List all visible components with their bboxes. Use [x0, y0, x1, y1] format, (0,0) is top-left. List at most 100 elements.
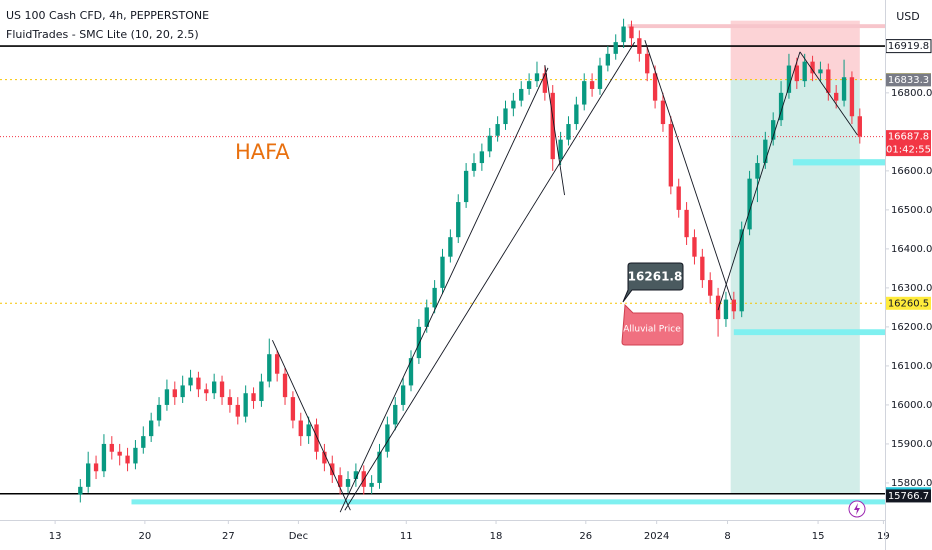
y-tick-label: 16300.0	[891, 283, 932, 294]
candle-body	[290, 397, 296, 421]
candle-body	[251, 393, 256, 402]
x-tick-label: 13	[49, 531, 62, 542]
price-label-box	[886, 130, 931, 157]
trendline	[339, 67, 549, 513]
candle-body	[125, 455, 130, 464]
candle-body	[589, 81, 595, 89]
x-tick-label: 27	[222, 531, 235, 542]
candle-body	[511, 100, 516, 109]
x-tick-label: 2024	[644, 531, 669, 542]
price-label-box	[886, 73, 931, 87]
callout-box	[622, 262, 684, 303]
price-label: 16919.8	[888, 41, 929, 52]
candle-body	[503, 108, 508, 125]
candle-body	[101, 443, 107, 472]
candle-body	[849, 77, 855, 117]
candle-body	[519, 88, 524, 101]
candle-body	[684, 209, 689, 238]
candle-body	[582, 81, 587, 105]
candle-body	[794, 65, 799, 82]
candle-body	[86, 463, 91, 487]
candle-body	[810, 61, 815, 74]
x-tick-label: 20	[139, 531, 152, 542]
x-tick-label: 18	[490, 531, 503, 542]
trendline	[544, 65, 565, 196]
candle-body	[723, 299, 729, 320]
candle-body	[330, 463, 335, 476]
candle-body	[274, 354, 280, 374]
candle-body	[306, 424, 311, 437]
candle-body	[448, 237, 453, 257]
candle-body	[652, 73, 658, 101]
candle-body	[141, 436, 146, 448]
candle-body	[574, 104, 579, 125]
price-label-box	[886, 489, 931, 503]
candle-body	[526, 81, 532, 89]
candle-body	[211, 381, 217, 394]
candle-body	[834, 92, 839, 101]
x-tick-label: Dec	[289, 531, 308, 542]
zone	[627, 24, 885, 29]
candle-body	[857, 116, 862, 137]
candle-body	[204, 389, 209, 394]
trendline	[272, 339, 351, 511]
candle-body	[708, 280, 713, 296]
candle-body	[227, 397, 233, 405]
zone	[733, 329, 885, 336]
candle-body	[298, 420, 303, 437]
candle-body	[377, 451, 382, 483]
candle-body	[109, 443, 114, 452]
candle-body	[259, 381, 264, 402]
price-label: 16687.8	[888, 132, 929, 143]
candle-body	[802, 61, 807, 82]
candle-body	[172, 389, 177, 398]
y-tick-label: 15800.0	[891, 478, 932, 489]
x-tick-label: 15	[812, 531, 825, 542]
candle-body	[739, 229, 744, 312]
price-label: 15766.7	[888, 491, 929, 502]
candle-body	[826, 69, 831, 93]
candle-body	[235, 404, 240, 417]
candle-body	[243, 393, 248, 417]
candle-body	[93, 463, 99, 472]
candle-body	[337, 475, 343, 487]
price-label: 16260.5	[888, 298, 929, 309]
y-tick-label: 16600.0	[891, 166, 932, 177]
price-timer: 01:42:55	[886, 145, 931, 156]
candle-body	[786, 65, 792, 93]
callout-label-box	[621, 303, 684, 346]
candle-body	[345, 479, 351, 487]
candle-body	[385, 424, 390, 452]
candle-body	[314, 424, 319, 452]
y-tick-label: 16500.0	[891, 205, 932, 216]
candle-body	[424, 307, 429, 327]
candle-body	[629, 26, 634, 39]
annotation: HAFA	[235, 140, 290, 164]
candle-body	[322, 451, 327, 464]
trendline	[717, 51, 801, 311]
trendline	[644, 40, 732, 301]
candle-body	[692, 237, 697, 257]
x-tick-label: 11	[400, 531, 413, 542]
candle-body	[219, 381, 225, 398]
candle-body	[487, 135, 492, 152]
candle-body	[188, 377, 193, 386]
candle-body	[747, 178, 752, 230]
candle-body	[463, 170, 469, 203]
candle-body	[542, 73, 548, 93]
candle-body	[645, 53, 650, 74]
y-tick-label: 16400.0	[891, 244, 932, 255]
candle-body	[196, 377, 201, 390]
x-tick-label: 26	[579, 531, 592, 542]
candle-body	[78, 486, 83, 495]
candle-body	[495, 124, 500, 136]
chart-title: US 100 Cash CFD, 4h, PEPPERSTONE	[6, 9, 209, 22]
candle-body	[676, 186, 681, 210]
candle-body	[605, 53, 611, 66]
candle-body	[715, 295, 721, 320]
x-tick-label: 19	[877, 531, 890, 542]
candle-body	[755, 163, 760, 179]
candle-body	[133, 447, 138, 464]
y-tick-label: 16200.0	[891, 322, 932, 333]
